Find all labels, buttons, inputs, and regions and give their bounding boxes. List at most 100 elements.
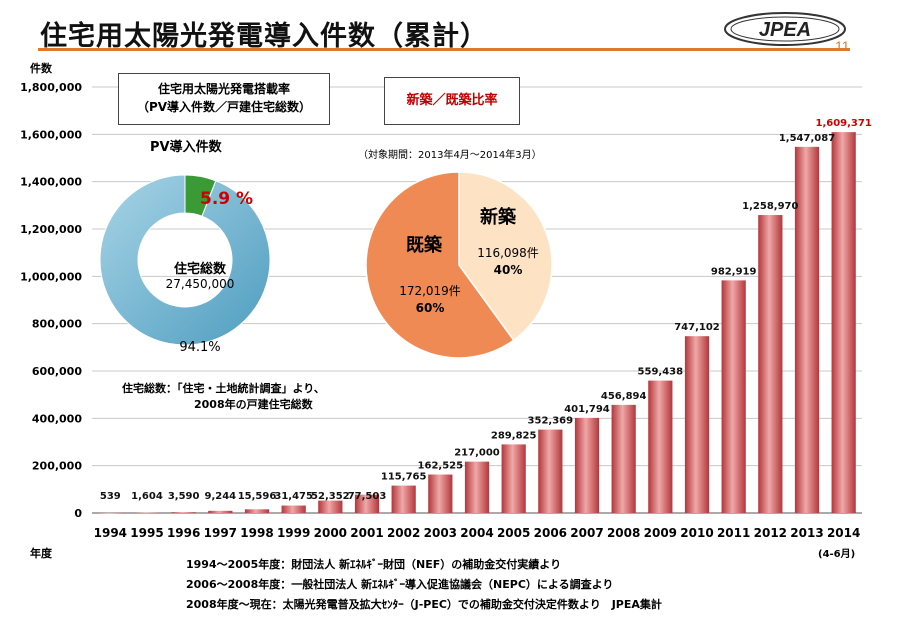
x-tick-label: 2009	[644, 526, 677, 540]
bar-value-label: 982,919	[711, 266, 757, 277]
x-tick-label: 1997	[204, 526, 237, 540]
bar-2011	[721, 280, 746, 513]
y-tick-label: 1,200,000	[20, 223, 82, 236]
period-label: （対象期間：2013年4月～2014年3月）	[358, 150, 542, 161]
bar-value-label: 52,352	[311, 491, 350, 502]
x-axis-unit: 年度	[30, 547, 52, 560]
donut-slice-total	[99, 174, 271, 346]
bar-value-label: 15,596	[238, 491, 277, 502]
x-tick-label: 2011	[717, 526, 750, 540]
y-axis-unit: 件数	[30, 62, 52, 75]
y-tick-label: 1,400,000	[20, 176, 82, 189]
installation-rate-title: 住宅用太陽光発電搭載率	[157, 82, 290, 96]
bar-2009	[648, 380, 673, 513]
svg-text:JPEA: JPEA	[759, 19, 811, 41]
bar-value-label: 401,794	[564, 404, 610, 415]
bar-value-label: 289,825	[491, 430, 537, 441]
bar-1997	[208, 510, 233, 513]
y-tick-label: 400,000	[32, 412, 82, 425]
x-tick-label: 2006	[534, 526, 567, 540]
new-existing-ratio-box: 新築／既築比率	[384, 77, 520, 125]
x-tick-label: 2010	[680, 526, 713, 540]
y-tick-label: 600,000	[32, 365, 82, 378]
bar-2014	[831, 132, 856, 513]
bar-2003	[428, 474, 453, 513]
bar-1999	[281, 505, 306, 513]
pie-slice-new-build	[458, 171, 553, 342]
x-tick-label: 1995	[130, 526, 163, 540]
bar-2008	[611, 404, 636, 513]
bar-1998	[244, 509, 270, 513]
x-tick-label: 1998	[240, 526, 273, 540]
x-tick-label: 2003	[424, 526, 457, 540]
source-note-line1: 住宅総数：「住宅・土地統計調査」より、	[122, 382, 325, 395]
bar-2013	[794, 146, 820, 513]
y-tick-label: 800,000	[32, 318, 82, 331]
installation-rate-subtitle: （PV導入件数／戸建住宅総数）	[136, 100, 312, 114]
bar-value-label: 1,547,087	[779, 133, 835, 144]
bar-value-label: 352,369	[528, 416, 574, 427]
installation-rate-box: 住宅用太陽光発電搭載率 （PV導入件数／戸建住宅総数）	[118, 73, 330, 125]
x-tick-label: 2004	[460, 526, 493, 540]
pie-slice-existing-build	[365, 171, 515, 359]
x-tick-label: 2013	[790, 526, 823, 540]
x-tick-label: 2007	[570, 526, 603, 540]
y-tick-label: 0	[74, 507, 82, 520]
y-tick-label: 1,600,000	[20, 128, 82, 141]
x-tick-label: 2000	[314, 526, 347, 540]
pv-count-label: PV導入件数	[150, 140, 222, 155]
bar-value-label: 539	[100, 491, 121, 502]
page-title: 住宅用太陽光発電導入件数（累計）	[40, 21, 488, 52]
total-houses-value: 27,450,000	[165, 277, 235, 291]
total-houses-label: 住宅総数	[173, 262, 226, 277]
bar-2002	[391, 485, 416, 513]
new-build-pct: 40%	[493, 263, 523, 277]
bar-1995	[134, 512, 160, 514]
jpea-logo: JPEA	[724, 12, 846, 46]
existing-build-count: 172,019件	[399, 284, 461, 298]
footnote-2: 2006～2008年度：一般社団法人 新ｴﾈﾙｷﾞｰ導入促進協議会（NEPC）に…	[186, 578, 614, 591]
category-note: (4-6月)	[818, 549, 856, 560]
bar-2005	[501, 444, 526, 513]
y-tick-label: 1,800,000	[20, 81, 82, 94]
x-tick-label: 2012	[754, 526, 787, 540]
x-tick-label: 1994	[94, 526, 127, 540]
bar-value-label: 115,765	[381, 472, 427, 483]
bar-value-label: 9,244	[205, 491, 237, 502]
bar-value-label: 162,525	[418, 461, 464, 472]
y-tick-label: 200,000	[32, 460, 82, 473]
bar-2000	[318, 500, 343, 513]
bar-value-label: 1,609,371	[816, 118, 872, 129]
bar-2004	[464, 461, 490, 513]
title-underline	[38, 48, 850, 51]
bar-value-label: 456,894	[601, 391, 647, 402]
existing-build-label: 既築	[406, 235, 442, 256]
new-build-count: 116,098件	[477, 246, 539, 260]
bar-2006	[538, 429, 563, 513]
y-tick-label: 1,000,000	[20, 270, 82, 283]
x-tick-label: 2008	[607, 526, 640, 540]
x-tick-label: 1999	[277, 526, 310, 540]
bar-2012	[758, 215, 783, 513]
pv-share-label: 5.9 %	[200, 189, 254, 209]
footnote-1: 1994～2005年度：財団法人 新ｴﾈﾙｷﾞｰ財団（NEF）の補助金交付実績よ…	[186, 558, 562, 571]
bar-2001	[354, 494, 380, 513]
bar-value-label: 1,604	[131, 491, 163, 502]
bar-value-label: 3,590	[168, 491, 200, 502]
new-build-label: 新築	[480, 207, 516, 228]
footnotes: 1994～2005年度：財団法人 新ｴﾈﾙｷﾞｰ財団（NEF）の補助金交付実績よ…	[186, 555, 662, 615]
x-tick-label: 2014	[827, 526, 860, 540]
bar-2010	[684, 336, 710, 513]
bar-2007	[574, 417, 600, 513]
source-note-line2: 2008年の戸建住宅総数	[194, 398, 313, 411]
bar-value-label: 559,438	[638, 367, 684, 378]
bar-1994	[98, 512, 123, 514]
x-tick-label: 2001	[350, 526, 383, 540]
footnote-3: 2008年度～現在：太陽光発電普及拡大ｾﾝﾀｰ（J-PEC）での補助金交付決定件…	[186, 598, 662, 611]
non-pv-share-label: 94.1%	[179, 340, 221, 355]
x-tick-label: 2005	[497, 526, 530, 540]
source-note: 住宅総数：「住宅・土地統計調査」より、 2008年の戸建住宅総数	[122, 381, 325, 413]
bar-value-label: 1,258,970	[742, 201, 798, 212]
existing-build-pct: 60%	[415, 301, 445, 315]
bar-value-label: 77,503	[348, 491, 387, 502]
